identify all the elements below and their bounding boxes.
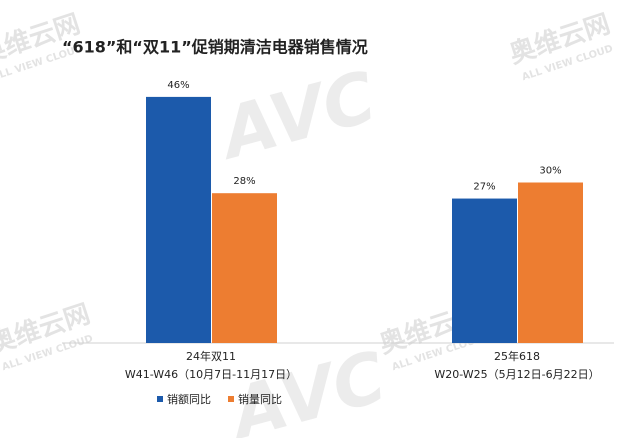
bar xyxy=(212,193,277,343)
x-tick-label: W41-W46（10月7日-11月17日） xyxy=(125,368,297,381)
bar xyxy=(452,198,517,343)
x-tick-label: 24年双11 xyxy=(186,349,236,363)
legend-swatch xyxy=(157,396,163,402)
data-label: 28% xyxy=(233,176,255,187)
legend-swatch xyxy=(228,396,234,402)
data-label: 27% xyxy=(473,182,495,193)
x-tick-label: 25年618 xyxy=(494,349,540,363)
legend-label: 销额同比 xyxy=(167,392,211,406)
watermark-logo: AVC xyxy=(208,56,384,177)
bar xyxy=(518,182,583,343)
bar xyxy=(146,96,211,344)
data-label: 46% xyxy=(167,80,189,91)
watermark-logo: AVC xyxy=(218,336,394,438)
x-tick-label: W20-W25（5月12日-6月22日） xyxy=(434,368,599,381)
legend-label: 销量同比 xyxy=(238,392,282,406)
chart-title: “618”和“双11”促销期清洁电器销售情况 xyxy=(62,38,368,57)
data-label: 30% xyxy=(539,166,561,177)
